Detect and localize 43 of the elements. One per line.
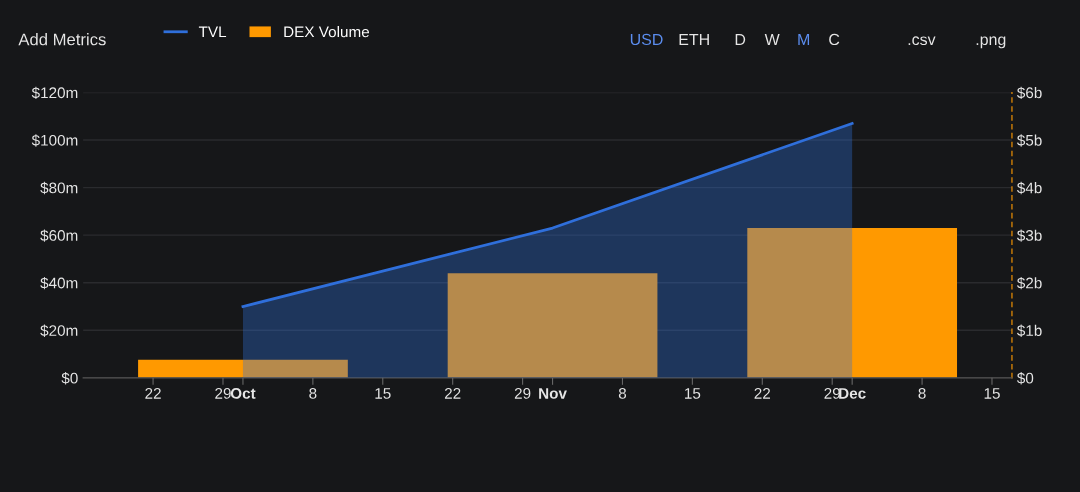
y-tick-label: $0 (61, 372, 78, 385)
text: C (829, 33, 840, 46)
y2-tick-label: $0 (1016, 372, 1034, 385)
legend-label: DEX Volume (284, 26, 370, 38)
y2-tick-label: $2b (1016, 276, 1042, 290)
y-tick-label: $40m (40, 276, 78, 290)
text: USD (630, 33, 663, 46)
x-tick-label: 29 (514, 387, 531, 399)
x-tick-label: 22 (444, 387, 461, 399)
x-tick-label: 22 (754, 387, 771, 399)
bar (747, 228, 958, 378)
y2-tick-label: $4b (1016, 181, 1042, 195)
x-tick-label: 22 (145, 387, 161, 399)
y2-tick-label: $5b (1016, 134, 1042, 147)
y-tick-label: $20m (40, 324, 78, 337)
y-tick-label: $100m (31, 134, 78, 147)
x-tick-label: Oct (230, 387, 256, 399)
text: .png (976, 36, 1006, 49)
x-tick-label: 8 (618, 387, 627, 399)
y-tick-label: $80m (40, 181, 78, 195)
y2-tick-label: $1b (1016, 324, 1042, 337)
text: Add Metrics (18, 33, 106, 46)
y-tick-label: $60m (40, 229, 78, 242)
text: M (798, 33, 810, 45)
y2-tick-label: $6b (1016, 86, 1042, 100)
text: W (764, 33, 780, 45)
x-tick-label: 8 (309, 387, 317, 399)
x-tick-label: 8 (918, 387, 926, 399)
bar (138, 359, 348, 378)
text: D (735, 33, 746, 45)
x-tick-label: 15 (984, 388, 1000, 399)
x-tick-label: 15 (685, 388, 701, 399)
text: .csv (908, 36, 936, 46)
x-tick-label: Nov (539, 388, 567, 399)
bar (447, 273, 658, 378)
text: ETH (679, 33, 709, 45)
x-tick-label: 15 (375, 388, 391, 399)
x-tick-label: 29 (215, 387, 231, 399)
x-tick-label: Dec (839, 388, 866, 399)
legend-label: TVL (198, 26, 227, 38)
x-tick-label: 29 (824, 387, 840, 399)
y-tick-label: $120m (31, 86, 78, 100)
y2-tick-label: $3b (1016, 229, 1042, 242)
